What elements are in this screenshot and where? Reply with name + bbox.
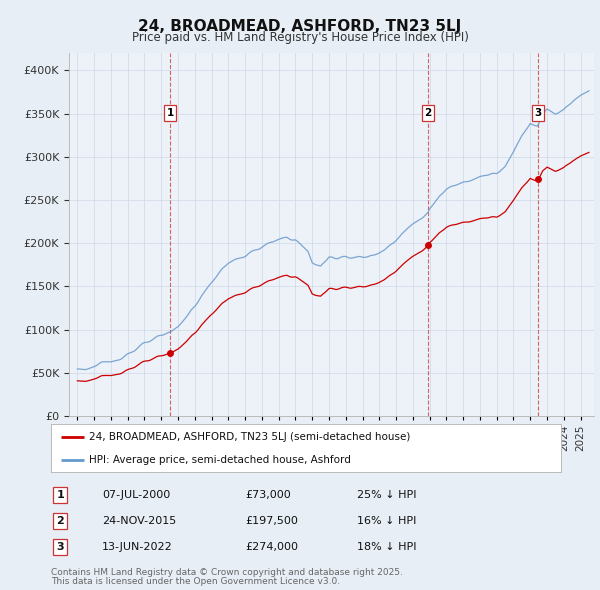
Text: £197,500: £197,500	[245, 516, 298, 526]
Text: 16% ↓ HPI: 16% ↓ HPI	[357, 516, 416, 526]
Text: 13-JUN-2022: 13-JUN-2022	[102, 542, 173, 552]
Text: £73,000: £73,000	[245, 490, 290, 500]
Text: 3: 3	[534, 108, 541, 118]
Text: 24, BROADMEAD, ASHFORD, TN23 5LJ: 24, BROADMEAD, ASHFORD, TN23 5LJ	[139, 19, 461, 34]
Text: 24, BROADMEAD, ASHFORD, TN23 5LJ (semi-detached house): 24, BROADMEAD, ASHFORD, TN23 5LJ (semi-d…	[89, 432, 410, 442]
Text: 2: 2	[424, 108, 431, 118]
Text: 1: 1	[166, 108, 173, 118]
Text: 24-NOV-2015: 24-NOV-2015	[102, 516, 176, 526]
Text: Price paid vs. HM Land Registry's House Price Index (HPI): Price paid vs. HM Land Registry's House …	[131, 31, 469, 44]
Text: £274,000: £274,000	[245, 542, 298, 552]
Text: 1: 1	[56, 490, 64, 500]
Text: Contains HM Land Registry data © Crown copyright and database right 2025.: Contains HM Land Registry data © Crown c…	[51, 568, 403, 576]
Text: 3: 3	[56, 542, 64, 552]
Text: 07-JUL-2000: 07-JUL-2000	[102, 490, 170, 500]
Text: 18% ↓ HPI: 18% ↓ HPI	[357, 542, 416, 552]
Text: HPI: Average price, semi-detached house, Ashford: HPI: Average price, semi-detached house,…	[89, 455, 351, 466]
Text: This data is licensed under the Open Government Licence v3.0.: This data is licensed under the Open Gov…	[51, 577, 340, 586]
Text: 25% ↓ HPI: 25% ↓ HPI	[357, 490, 416, 500]
Text: 2: 2	[56, 516, 64, 526]
